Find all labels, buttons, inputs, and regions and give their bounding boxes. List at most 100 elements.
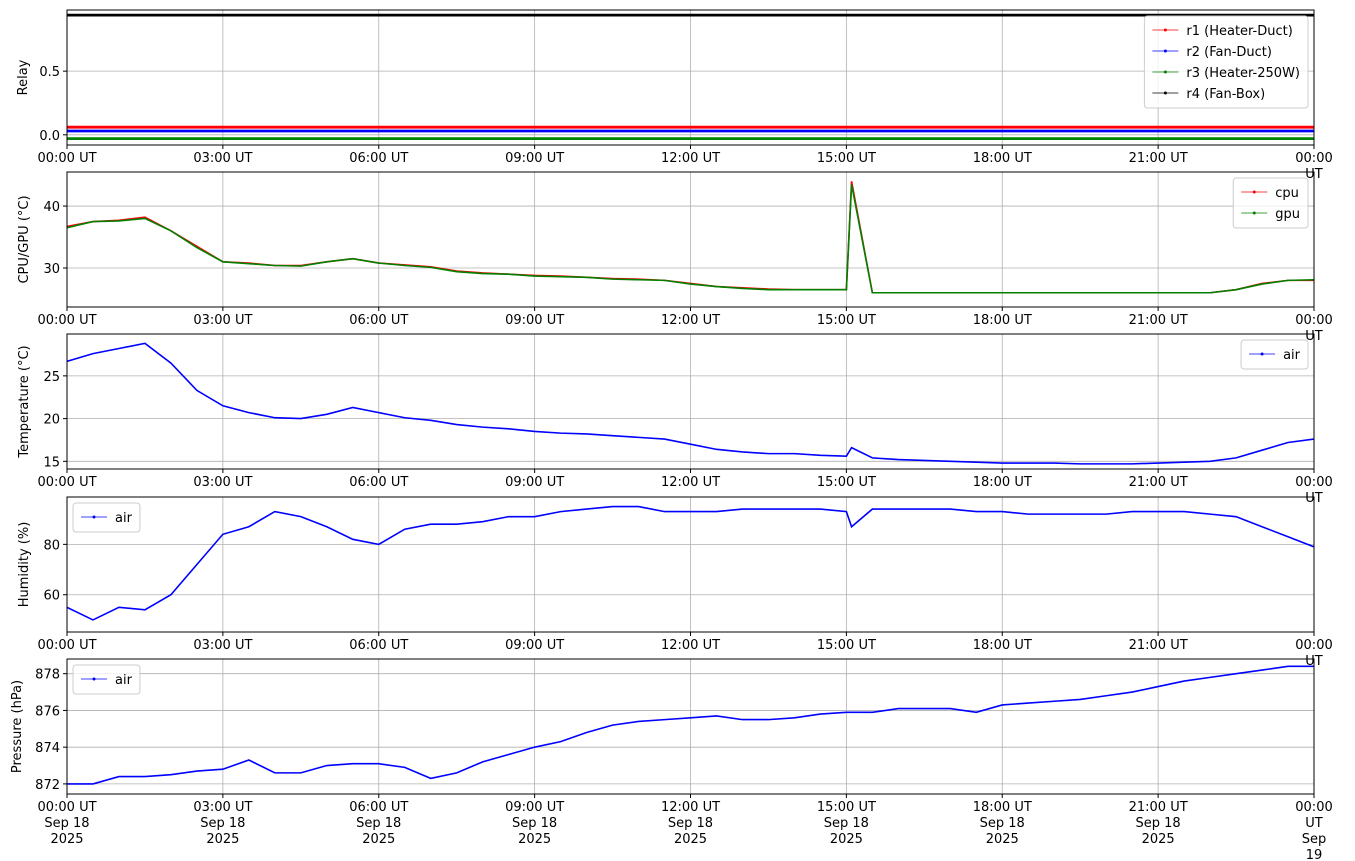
series-line: [67, 184, 1314, 294]
x-tick-label: 15:00 UT: [816, 638, 876, 653]
series-line: [67, 505, 1314, 621]
y-axis-label: Temperature (°C): [17, 345, 32, 458]
plot-frame: [66, 333, 1315, 470]
x-tick-label: 15:00 UT: [816, 151, 876, 166]
y-axis-label: Humidity (%): [17, 522, 32, 608]
legend-marker: [1163, 91, 1167, 95]
x-tick-label: 03:00 UT: [193, 151, 253, 166]
series-line: [67, 665, 1314, 785]
y-tick-label: 874: [35, 741, 60, 756]
legend-label: r3 (Heater-250W): [1186, 66, 1300, 81]
y-axis-label: CPU/GPU (°C): [17, 195, 32, 283]
plot-frame: [66, 171, 1315, 308]
y-tick-label: 40: [43, 200, 60, 215]
y-tick-label: 876: [35, 704, 60, 719]
x-tick-label: 06:00 UT Sep 18 2025: [349, 800, 409, 847]
series-line: [67, 342, 1314, 465]
x-tick-label: 06:00 UT: [349, 151, 409, 166]
x-tick-label: 15:00 UT: [816, 475, 876, 490]
x-tick-label: 06:00 UT: [349, 475, 409, 490]
plot-frame: [66, 496, 1315, 633]
x-tick-label: 18:00 UT: [972, 475, 1032, 490]
y-tick-label: 25: [43, 370, 60, 385]
legend-item: r3 (Heater-250W): [1152, 66, 1300, 81]
legend-item: cpu: [1241, 186, 1299, 201]
y-tick-label: 878: [35, 668, 60, 683]
legend-marker: [1260, 352, 1264, 356]
legend-box: [1232, 177, 1309, 229]
x-tick-label: 03:00 UT: [193, 313, 253, 328]
x-tick-label: 12:00 UT: [660, 313, 721, 328]
x-tick-label: 15:00 UT: [816, 313, 876, 328]
x-tick-label: 03:00 UT Sep 18 2025: [193, 800, 253, 847]
legend-label: r4 (Fan-Box): [1186, 87, 1265, 102]
y-axis-label: Relay: [16, 59, 31, 95]
legend-marker: [92, 515, 96, 519]
x-tick-label: 21:00 UT: [1128, 638, 1188, 653]
legend-marker: [92, 677, 96, 681]
x-tick-label: 00:00 UT: [37, 638, 97, 653]
legend: r1 (Heater-Duct) r2 (Fan-Duct) r3 (Heater-…: [1143, 15, 1309, 109]
y-tick-label: 60: [43, 589, 60, 604]
y-tick-label: 872: [35, 778, 60, 793]
legend-item: air: [1249, 348, 1301, 363]
legend-box: [72, 502, 141, 533]
y-tick-label: 0.5: [39, 65, 60, 80]
x-tick-label: 06:00 UT: [349, 313, 409, 328]
y-tick-label: 30: [43, 262, 60, 277]
x-tick-label: 00:00 UT: [1295, 475, 1333, 506]
x-tick-label: 00:00 UT: [1295, 313, 1333, 344]
x-tick-label: 06:00 UT: [349, 638, 409, 653]
legend-box: [72, 664, 141, 695]
legend: air: [72, 664, 141, 695]
x-tick-label: 03:00 UT: [193, 638, 253, 653]
x-tick-label: 12:00 UT: [660, 151, 721, 166]
y-axis-label: Pressure (hPa): [10, 680, 25, 773]
legend-item: r1 (Heater-Duct): [1152, 24, 1293, 39]
legend-marker: [1252, 211, 1256, 215]
x-tick-label: 21:00 UT Sep 18 2025: [1128, 800, 1188, 847]
x-tick-label: 12:00 UT: [660, 638, 721, 653]
legend-item: air: [81, 511, 133, 526]
x-tick-label: 21:00 UT: [1128, 313, 1188, 328]
legend: air: [72, 502, 141, 533]
x-tick-label: 00:00 UT: [1295, 151, 1333, 182]
x-tick-label: 18:00 UT: [972, 638, 1032, 653]
legend-label: air: [1283, 348, 1301, 363]
legend-item: r4 (Fan-Box): [1152, 87, 1265, 102]
x-tick-label: 00:00 UT: [37, 151, 97, 166]
x-tick-label: 09:00 UT: [505, 475, 565, 490]
legend-label: r1 (Heater-Duct): [1186, 24, 1292, 39]
x-tick-label: 18:00 UT: [972, 151, 1032, 166]
x-tick-label: 00:00 UT: [37, 313, 97, 328]
legend-marker: [1163, 70, 1167, 74]
legend-marker: [1163, 28, 1167, 32]
y-tick-label: 80: [43, 538, 60, 553]
x-tick-label: 15:00 UT Sep 18 2025: [816, 800, 876, 847]
legend: air: [1240, 339, 1309, 370]
legend-item: r2 (Fan-Duct): [1152, 45, 1272, 60]
legend-label: gpu: [1275, 207, 1300, 222]
x-tick-label: 03:00 UT: [193, 475, 253, 490]
legend-marker: [1163, 49, 1167, 53]
x-tick-label: 09:00 UT: [505, 313, 565, 328]
plot-frame: [66, 9, 1315, 146]
legend-box: [1143, 15, 1309, 109]
x-tick-label: 00:00 UT Sep 18 2025: [37, 800, 97, 847]
x-tick-label: 21:00 UT: [1128, 475, 1188, 490]
x-tick-label: 09:00 UT: [505, 151, 565, 166]
legend-label: air: [115, 511, 133, 526]
x-tick-label: 00:00 UT: [1295, 638, 1333, 669]
x-tick-label: 00:00 UT Sep 19 2025: [1295, 800, 1333, 861]
y-tick-label: 0.0: [39, 129, 60, 144]
legend-label: air: [115, 673, 133, 688]
x-tick-label: 00:00 UT: [37, 475, 97, 490]
y-tick-label: 20: [43, 413, 60, 428]
x-tick-label: 18:00 UT: [972, 313, 1032, 328]
x-tick-label: 18:00 UT Sep 18 2025: [972, 800, 1032, 847]
legend: cpu gpu: [1232, 177, 1309, 229]
x-tick-label: 09:00 UT: [505, 638, 565, 653]
legend-box: [1240, 339, 1309, 370]
